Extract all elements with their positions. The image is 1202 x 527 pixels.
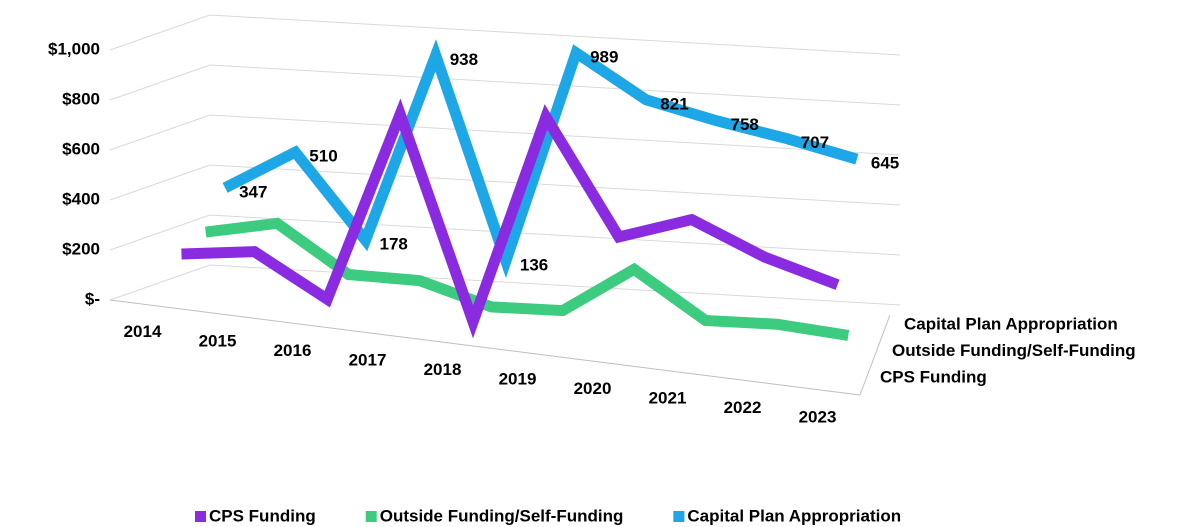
data-label: 821	[660, 94, 688, 113]
data-label: 645	[871, 154, 899, 173]
depth-label: CPS Funding	[880, 367, 987, 386]
y-tick-label: $200	[62, 239, 100, 258]
legend-label: Outside Funding/Self-Funding	[380, 506, 624, 525]
x-tick-label: 2020	[574, 379, 612, 398]
series-line	[222, 39, 859, 279]
y-tick-label: $1,000	[48, 39, 100, 58]
data-label: 989	[590, 47, 618, 66]
data-label: 136	[520, 255, 548, 274]
data-label: 347	[239, 182, 267, 201]
x-tick-label: 2018	[424, 360, 462, 379]
x-tick-label: 2015	[199, 332, 237, 351]
x-tick-label: 2019	[499, 370, 537, 389]
grid-line	[209, 214, 901, 256]
grid-line	[209, 64, 901, 106]
grid-line	[109, 164, 211, 201]
data-label: 510	[309, 147, 337, 166]
x-tick-label: 2021	[649, 389, 687, 408]
x-tick-label: 2023	[799, 408, 837, 427]
data-label: 178	[380, 235, 408, 254]
legend-label: CPS Funding	[209, 506, 316, 525]
y-tick-label: $800	[62, 89, 100, 108]
grid-line	[209, 264, 901, 306]
grid-line	[109, 214, 211, 251]
depth-label: Outside Funding/Self-Funding	[892, 341, 1136, 360]
grid-line	[209, 14, 901, 56]
x-tick-label: 2022	[724, 398, 762, 417]
series-line	[181, 98, 840, 339]
axis-line	[109, 299, 861, 396]
legend-label: Capital Plan Appropriation	[687, 506, 901, 525]
data-label: 758	[731, 115, 759, 134]
y-tick-label: $400	[62, 189, 100, 208]
legend-swatch	[365, 511, 377, 522]
x-tick-label: 2014	[124, 322, 162, 341]
data-label: 707	[801, 133, 829, 152]
series-line	[205, 217, 850, 341]
legend-swatch	[195, 511, 206, 522]
depth-label: Capital Plan Appropriation	[904, 314, 1118, 333]
y-tick-label: $-	[85, 289, 100, 308]
x-tick-label: 2016	[274, 341, 312, 360]
grid-line	[109, 64, 211, 101]
legend-swatch	[673, 511, 685, 522]
axis-line	[859, 314, 891, 396]
data-label: 938	[450, 50, 478, 69]
grid-line	[109, 14, 211, 51]
y-tick-label: $600	[62, 139, 100, 158]
grid-line	[109, 264, 211, 301]
grid-line	[109, 114, 211, 151]
grid-line	[209, 164, 901, 206]
x-tick-label: 2017	[349, 351, 387, 370]
